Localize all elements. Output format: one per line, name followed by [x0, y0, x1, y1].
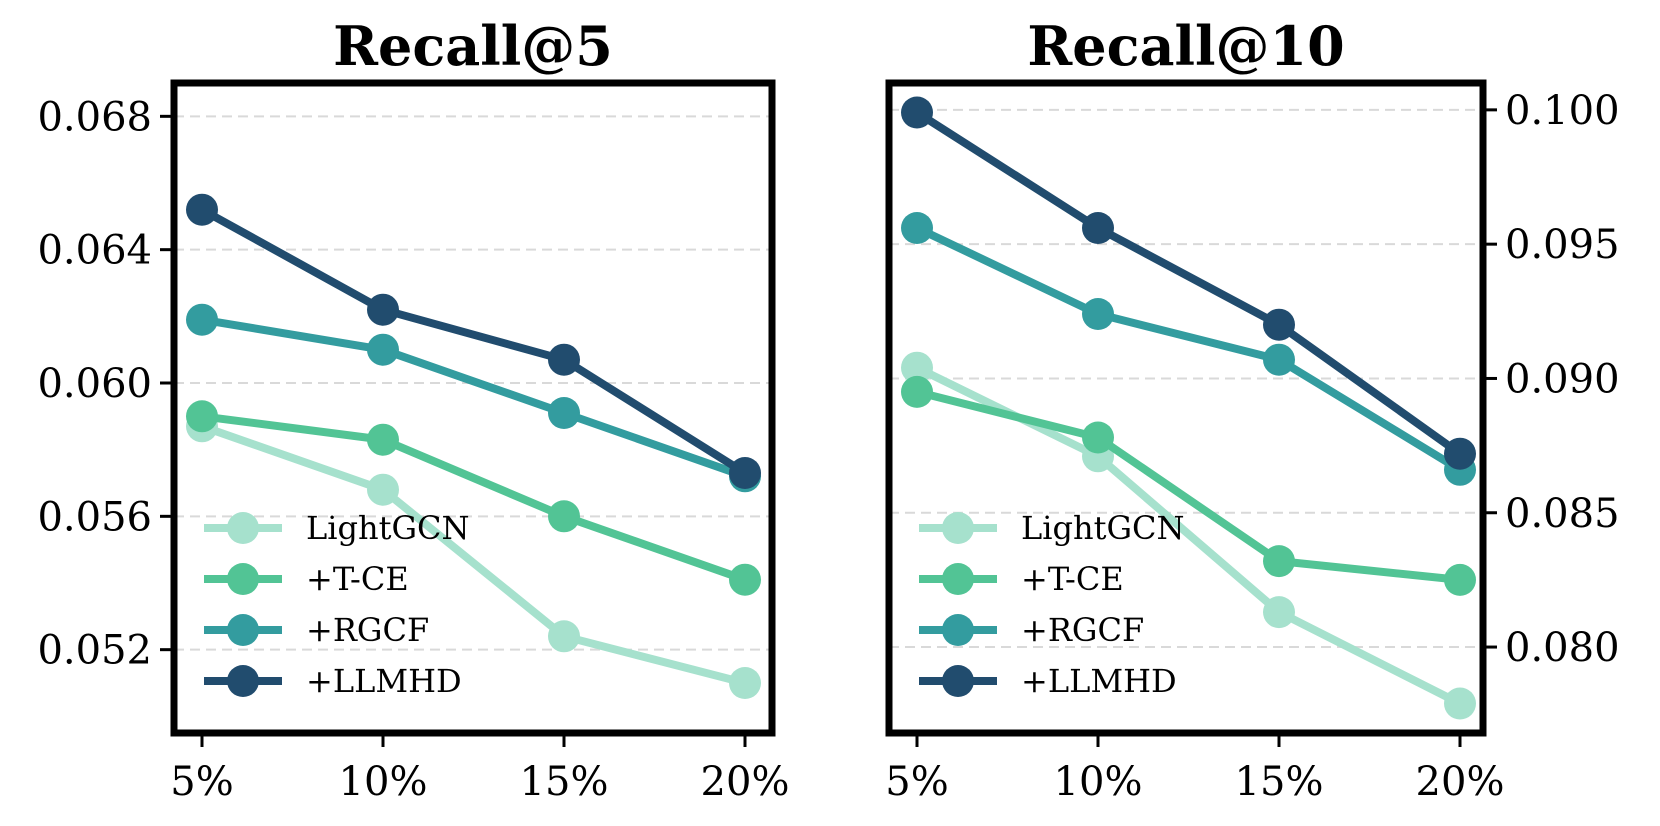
data-point	[1082, 421, 1114, 454]
data-point	[367, 423, 399, 456]
data-point	[367, 473, 399, 506]
legend: LightGCN +T-CE +RGCF +LLMHD	[919, 509, 1184, 700]
x-tick-label: 15%	[520, 759, 609, 805]
series-line	[201, 412, 747, 584]
series-t-ce	[901, 375, 1476, 596]
series-line	[201, 315, 747, 481]
data-point	[186, 400, 218, 433]
data-point	[901, 351, 933, 384]
data-point	[548, 397, 580, 429]
data-point	[1444, 687, 1476, 720]
series-line	[914, 109, 1463, 457]
legend-label: +T-CE	[306, 560, 409, 598]
series-rgcf	[186, 303, 761, 493]
y-tick-label: 0.095	[1505, 222, 1620, 268]
legend-label: +RGCF	[1021, 611, 1144, 649]
y-tick-label: 0.060	[37, 361, 152, 407]
legend-marker	[227, 512, 259, 544]
legend-marker	[942, 614, 974, 646]
series-t-ce	[186, 400, 761, 596]
legend-marker	[227, 614, 259, 646]
plot-frame	[885, 79, 1487, 737]
legend-label: LightGCN	[306, 509, 469, 547]
data-point	[901, 212, 933, 244]
series-llmhd	[186, 193, 761, 489]
legend-marker	[942, 512, 974, 544]
legend-marker	[227, 665, 259, 697]
x-tick-label: 5%	[170, 759, 233, 805]
data-point	[186, 193, 218, 226]
legend-label: +RGCF	[306, 611, 429, 649]
series-line	[200, 422, 746, 687]
legend-label: +LLMHD	[306, 662, 462, 700]
data-point	[729, 457, 761, 489]
data-point	[729, 563, 761, 596]
legend-marker	[942, 665, 974, 697]
legend-marker	[227, 563, 259, 595]
recall-at-10-panel: Recall@10 0.080 0.085 0.090 0.095 0.100 5% 10% 1…	[885, 14, 1619, 805]
data-point	[901, 375, 933, 408]
y-tick-label: 0.064	[37, 228, 152, 274]
data-point	[1263, 308, 1295, 341]
y-tick-label: 0.080	[1505, 625, 1620, 671]
y-tick-label: 0.068	[37, 94, 152, 140]
data-point	[548, 500, 580, 533]
y-tick-label: 0.056	[37, 494, 152, 540]
x-tick-label: 15%	[1235, 759, 1324, 805]
recall-at-5-panel: Recall@5 0.052 0.056 0.060 0.064 0.068 5% 10% 15…	[37, 14, 789, 805]
data-point	[1263, 545, 1295, 578]
series-llmhd	[901, 96, 1476, 470]
x-tick-label: 20%	[1416, 759, 1505, 805]
chart-title: Recall@10	[1027, 14, 1344, 78]
data-point	[548, 620, 580, 653]
legend: LightGCN +T-CE +RGCF +LLMHD	[204, 509, 469, 700]
series-line	[916, 388, 1461, 584]
data-point	[1082, 212, 1114, 244]
y-tick-label: 0.085	[1505, 491, 1620, 537]
data-point	[1444, 563, 1476, 596]
series-line	[915, 224, 1463, 474]
series-line	[200, 206, 748, 477]
legend-label: LightGCN	[1021, 509, 1184, 547]
x-tick-label: 5%	[885, 759, 948, 805]
legend-label: +LLMHD	[1021, 662, 1177, 700]
data-point	[1444, 437, 1476, 470]
data-point	[1263, 596, 1295, 629]
legend-label: +T-CE	[1021, 560, 1124, 598]
data-point	[901, 96, 933, 129]
x-tick-label: 20%	[701, 759, 790, 805]
data-point	[548, 343, 580, 376]
data-point	[367, 333, 399, 366]
x-tick-label: 10%	[339, 759, 428, 805]
chart-title: Recall@5	[333, 14, 613, 78]
y-tick-label: 0.052	[37, 628, 152, 674]
data-point	[367, 293, 399, 326]
data-point	[1263, 343, 1295, 376]
y-tick-label: 0.100	[1505, 88, 1620, 134]
x-tick-label: 10%	[1054, 759, 1143, 805]
y-tick-label: 0.090	[1505, 356, 1620, 402]
data-point	[729, 667, 761, 699]
plot-frame	[170, 79, 776, 737]
series-rgcf	[901, 212, 1476, 486]
data-point	[186, 303, 218, 336]
legend-marker	[942, 563, 974, 595]
data-point	[1082, 298, 1114, 330]
